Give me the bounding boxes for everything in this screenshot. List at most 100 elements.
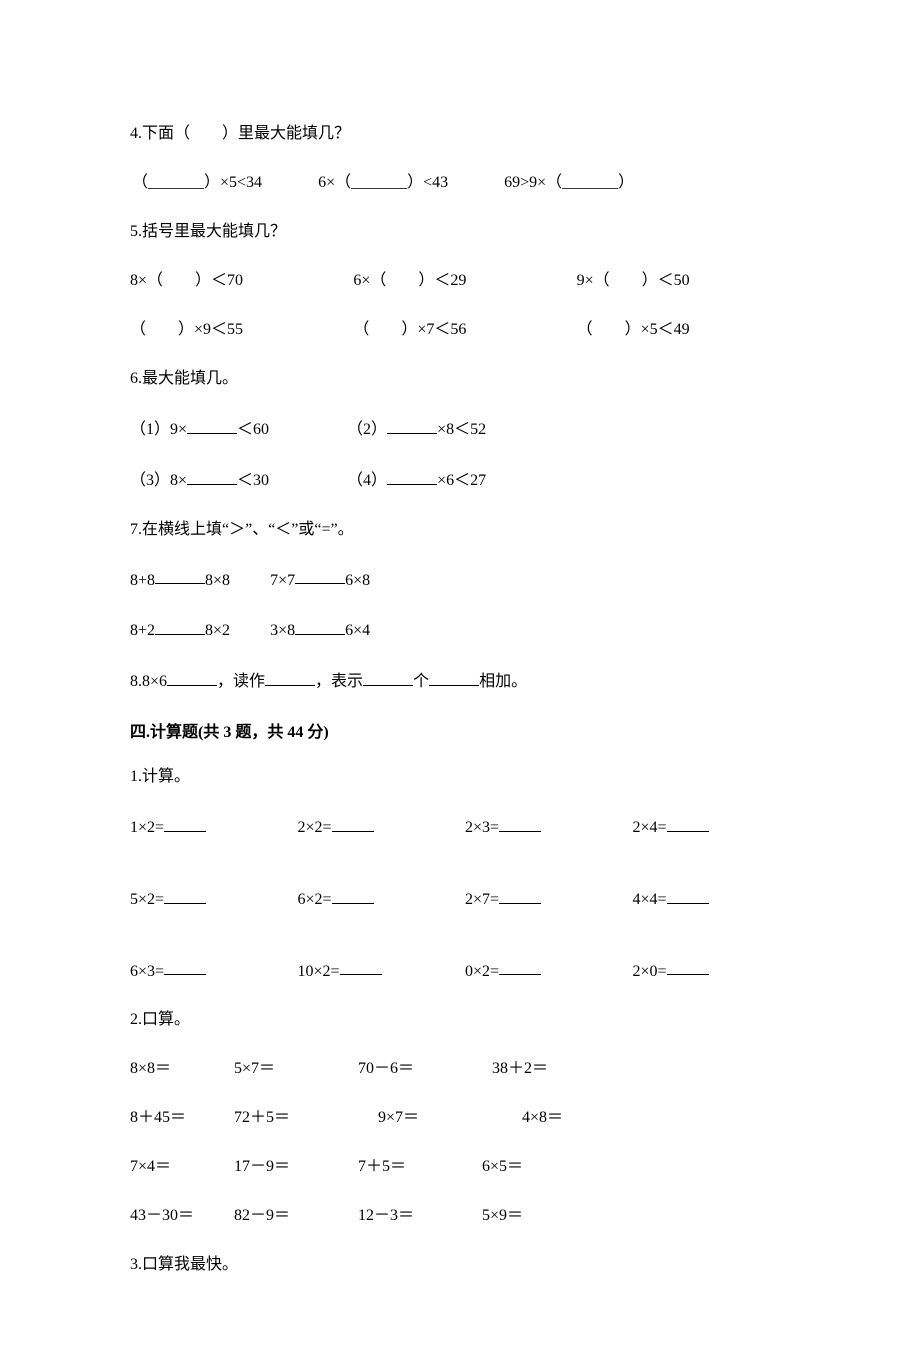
s4q2-row3: 7×4＝ 17－9＝ 7＋5＝ 6×5＝ bbox=[130, 1143, 800, 1192]
blank bbox=[429, 668, 479, 686]
q7-r2-1l: 8+2 bbox=[130, 622, 155, 639]
q4-item-2: 6×（_______）<43 bbox=[318, 174, 448, 191]
cell: 5×2= bbox=[130, 886, 298, 912]
q7-r2-1r: 8×2 bbox=[205, 622, 230, 639]
s4q1-row3: 6×3= 10×2= 0×2= 2×0= bbox=[130, 946, 800, 997]
cell: 8×8＝ bbox=[130, 1057, 230, 1081]
q4-items: （_______）×5<34 6×（_______）<43 69>9×（____… bbox=[130, 159, 800, 208]
cell: 0×2= bbox=[465, 958, 633, 984]
q6-r2b-tail: ×6＜27 bbox=[437, 472, 486, 489]
blank bbox=[155, 617, 205, 635]
q5-row1: 8×（ ）＜70 6×（ ）＜29 9×（ ）＜50 bbox=[130, 257, 800, 306]
cell: 5×9＝ bbox=[482, 1204, 523, 1228]
q6-row2: （3）8×＜30 （4）×6＜27 bbox=[130, 455, 800, 506]
q6-r1a-pre: （1）9× bbox=[130, 421, 187, 438]
cell: 4×8＝ bbox=[522, 1106, 563, 1130]
cell: 7×4＝ bbox=[130, 1155, 230, 1179]
blank bbox=[667, 886, 709, 904]
q4-prompt: 4.下面（ ）里最大能填几？ bbox=[130, 110, 800, 159]
blank bbox=[340, 958, 382, 976]
q7-r1-2l: 7×7 bbox=[270, 571, 295, 588]
q5-r2-2: （ ）×7＜56 bbox=[353, 318, 576, 342]
cell: 2×2= bbox=[298, 814, 466, 840]
blank bbox=[499, 886, 541, 904]
q7-r2-2r: 6×4 bbox=[345, 622, 370, 639]
blank bbox=[164, 886, 206, 904]
blank bbox=[295, 567, 345, 585]
blank bbox=[164, 958, 206, 976]
q5-prompt: 5.括号里最大能填几？ bbox=[130, 208, 800, 257]
cell: 43－30＝ bbox=[130, 1204, 230, 1228]
blank bbox=[387, 416, 437, 434]
q4-item-1: （_______）×5<34 bbox=[132, 174, 262, 191]
q7-r2-2l: 3×8 bbox=[270, 622, 295, 639]
q6-r1a-tail: ＜60 bbox=[237, 421, 269, 438]
cell: 6×2= bbox=[298, 886, 466, 912]
cell: 72＋5＝ bbox=[234, 1106, 374, 1130]
s4q1-prompt: 1.计算。 bbox=[130, 753, 800, 802]
cell: 82－9＝ bbox=[234, 1204, 354, 1228]
cell: 6×5＝ bbox=[482, 1155, 523, 1179]
s4q1-row2: 5×2= 6×2= 2×7= 4×4= bbox=[130, 874, 800, 946]
q6-prompt: 6.最大能填几。 bbox=[130, 355, 800, 404]
q6-r1b-pre: （2） bbox=[347, 421, 387, 438]
cell: 2×7= bbox=[465, 886, 633, 912]
q7-r1-2r: 6×8 bbox=[345, 571, 370, 588]
cell: 1×2= bbox=[130, 814, 298, 840]
blank bbox=[499, 958, 541, 976]
q5-r1-3: 9×（ ）＜50 bbox=[577, 269, 800, 293]
blank bbox=[332, 886, 374, 904]
blank bbox=[667, 814, 709, 832]
s4q2-row1: 8×8＝ 5×7＝ 70－6＝ 38＋2＝ bbox=[130, 1045, 800, 1094]
q8-a: 8.8×6 bbox=[130, 673, 167, 690]
blank bbox=[155, 567, 205, 585]
q8-d: 个 bbox=[413, 673, 429, 690]
s4q3-prompt: 3.口算我最快。 bbox=[130, 1241, 800, 1290]
blank bbox=[187, 416, 237, 434]
cell: 4×4= bbox=[633, 886, 801, 912]
blank bbox=[667, 958, 709, 976]
s4q2-prompt: 2.口算。 bbox=[130, 996, 800, 1045]
q6-row1: （1）9× ＜60 （2） ×8＜52 bbox=[130, 404, 800, 455]
cell: 70－6＝ bbox=[358, 1057, 488, 1081]
q8: 8.8×6 ，读作 ，表示 个 相加。 bbox=[130, 656, 800, 707]
q5-r1-1: 8×（ ）＜70 bbox=[130, 269, 353, 293]
blank bbox=[332, 814, 374, 832]
blank bbox=[265, 668, 315, 686]
cell: 17－9＝ bbox=[234, 1155, 354, 1179]
q5-row2: （ ）×9＜55 （ ）×7＜56 （ ）×5＜49 bbox=[130, 306, 800, 355]
cell: 8＋45＝ bbox=[130, 1106, 230, 1130]
q7-r1-1l: 8+8 bbox=[130, 571, 155, 588]
cell: 5×7＝ bbox=[234, 1057, 354, 1081]
s4q2-row4: 43－30＝ 82－9＝ 12－3＝ 5×9＝ bbox=[130, 1192, 800, 1241]
q7-row2: 8+2 8×2 3×8 6×4 bbox=[130, 605, 800, 656]
cell: 12－3＝ bbox=[358, 1204, 478, 1228]
q6-r2a-pre: （3）8× bbox=[130, 472, 187, 489]
cell: 7＋5＝ bbox=[358, 1155, 478, 1179]
cell: 2×0= bbox=[633, 958, 801, 984]
blank bbox=[167, 668, 217, 686]
q6-r1b-tail: ×8＜52 bbox=[437, 421, 486, 438]
q8-c: ，表示 bbox=[315, 673, 363, 690]
blank bbox=[499, 814, 541, 832]
cell: 2×3= bbox=[465, 814, 633, 840]
cell: 38＋2＝ bbox=[492, 1057, 548, 1081]
q8-e: 相加。 bbox=[479, 673, 527, 690]
q5-r2-3: （ ）×5＜49 bbox=[577, 318, 800, 342]
q7-r1-1r: 8×8 bbox=[205, 571, 230, 588]
q8-b: ，读作 bbox=[217, 673, 265, 690]
q5-r1-2: 6×（ ）＜29 bbox=[353, 269, 576, 293]
q5-r2-1: （ ）×9＜55 bbox=[130, 318, 353, 342]
blank bbox=[387, 467, 437, 485]
blank bbox=[295, 617, 345, 635]
s4q2-row2: 8＋45＝ 72＋5＝ 9×7＝ 4×8＝ bbox=[130, 1094, 800, 1143]
cell: 6×3= bbox=[130, 958, 298, 984]
q7-prompt: 7.在横线上填“＞”、“＜”或“=”。 bbox=[130, 506, 800, 555]
blank bbox=[187, 467, 237, 485]
blank bbox=[164, 814, 206, 832]
cell: 10×2= bbox=[298, 958, 466, 984]
blank bbox=[363, 668, 413, 686]
s4q1-row1: 1×2= 2×2= 2×3= 2×4= bbox=[130, 802, 800, 874]
q6-r2a-tail: ＜30 bbox=[237, 472, 269, 489]
cell: 2×4= bbox=[633, 814, 801, 840]
